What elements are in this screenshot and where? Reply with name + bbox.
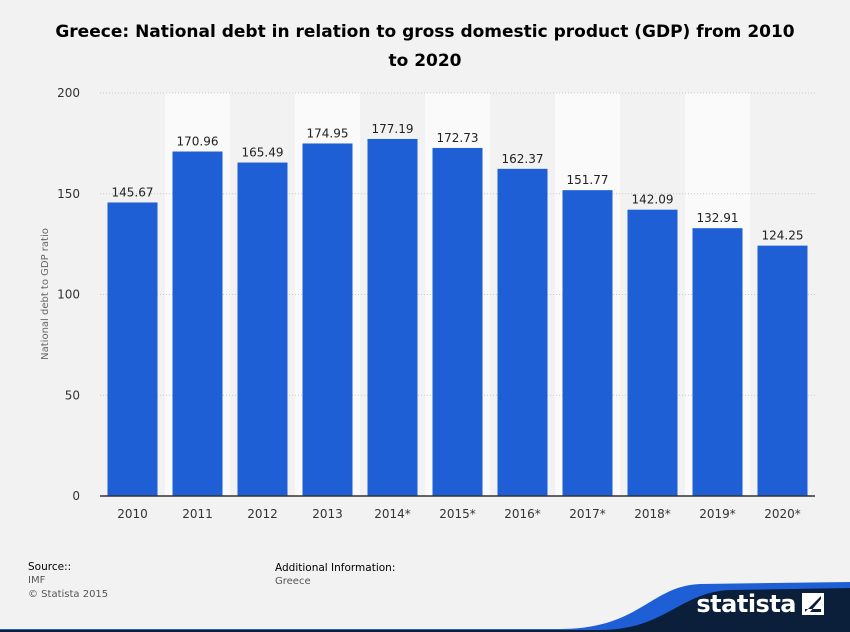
bar[interactable] (562, 190, 613, 496)
bar[interactable] (237, 162, 288, 496)
bar-value-label: 162.37 (502, 152, 544, 166)
y-tick-label: 200 (57, 86, 80, 100)
bar-value-label: 151.77 (567, 173, 609, 187)
statista-banner: statista (0, 572, 850, 632)
bar[interactable] (302, 143, 353, 496)
bar-value-label: 170.96 (177, 135, 219, 149)
statista-logo-icon (802, 593, 824, 615)
x-tick-label: 2014* (374, 507, 411, 521)
bar-value-label: 172.73 (437, 131, 479, 145)
x-tick-label: 2018* (634, 507, 671, 521)
data-labels: 145.67 170.96 165.49 174.95 177.19 172.73 162.… (112, 122, 804, 243)
chart-title-line-1: Greece: National debt in relation to gro… (55, 22, 795, 42)
bar[interactable] (692, 228, 743, 497)
chart-title: Greece: National debt in relation to gro… (40, 18, 810, 76)
bar[interactable] (107, 202, 158, 496)
bar[interactable] (757, 245, 808, 496)
bar[interactable] (497, 168, 548, 496)
bar-value-label: 124.25 (762, 229, 804, 243)
bar-value-label: 145.67 (112, 185, 154, 199)
bar[interactable] (432, 147, 483, 497)
y-axis: 0 50 100 150 200 (57, 86, 80, 503)
y-tick-label: 100 (57, 288, 80, 302)
x-tick-label: 2012 (247, 507, 278, 521)
copyright: © Statista 2015 (28, 589, 109, 600)
statista-logo[interactable]: statista (696, 590, 796, 618)
x-tick-label: 2011 (182, 507, 213, 521)
source-label: Source:: (28, 561, 72, 573)
x-tick-label: 2013 (312, 507, 343, 521)
x-axis: 2010 2011 2012 2013 2014* 2015* 2016* 2017* 2018… (100, 495, 815, 521)
source-value: IMF (28, 575, 46, 586)
bar[interactable] (627, 209, 678, 496)
chart-title-line-2: to 2020 (388, 51, 462, 71)
bar-value-label: 165.49 (242, 146, 284, 160)
bar-value-label: 142.09 (632, 193, 674, 207)
bar-value-label: 132.91 (697, 211, 739, 225)
bar-chart: 145.67 170.96 165.49 174.95 177.19 172.73 162.… (40, 86, 815, 521)
x-tick-label: 2019* (699, 507, 736, 521)
bar-value-label: 174.95 (307, 126, 349, 140)
x-tick-label: 2016* (504, 507, 541, 521)
source-block: Source:: IMF © Statista 2015 (28, 560, 108, 602)
bar-value-label: 177.19 (372, 122, 414, 136)
bars (107, 138, 808, 497)
x-tick-label: 2010 (117, 507, 148, 521)
x-tick-label: 2017* (569, 507, 606, 521)
y-tick-label: 50 (65, 388, 80, 402)
bar[interactable] (367, 138, 418, 496)
y-axis-label: National debt to GDP ratio (40, 228, 51, 360)
additional-info-value: Greece (275, 576, 311, 587)
bar[interactable] (172, 151, 223, 496)
banner-wave (0, 582, 850, 632)
x-tick-label: 2015* (439, 507, 476, 521)
y-tick-label: 0 (72, 489, 80, 503)
additional-info-label: Additional Information: (275, 562, 396, 574)
x-tick-label: 2020* (764, 507, 801, 521)
additional-info-block: Additional Information: Greece (275, 561, 395, 589)
y-tick-label: 150 (57, 187, 80, 201)
